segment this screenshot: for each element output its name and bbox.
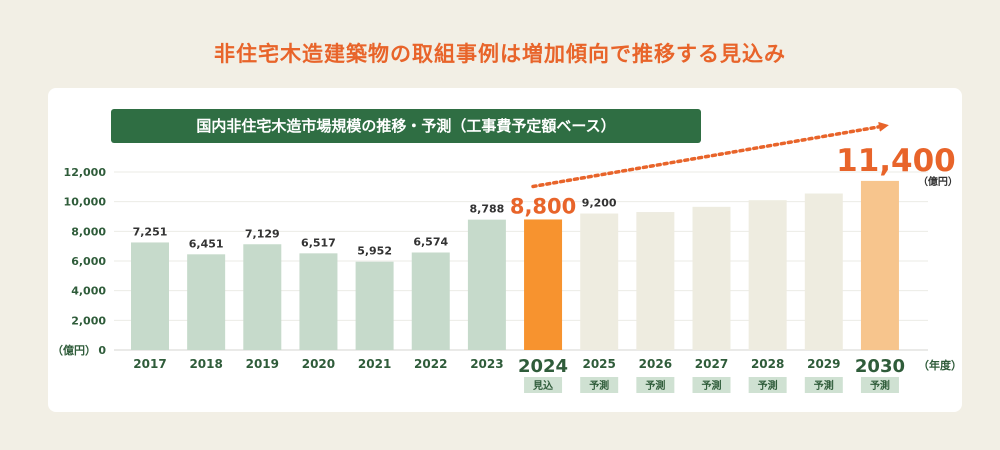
- page-headline: 非住宅木造建築物の取組事例は増加傾向で推移する見込み: [214, 42, 786, 66]
- highlight-unit: （億円）: [918, 175, 958, 188]
- value-label: 6,451: [189, 237, 224, 250]
- x-tick-label: 2026: [639, 357, 672, 371]
- sublabel-box: [524, 377, 563, 393]
- x-tick-label: 2028: [751, 357, 784, 371]
- value-label: 9,200: [582, 197, 617, 210]
- y-tick-label: 0: [98, 344, 106, 357]
- y-tick-label: 2,000: [71, 314, 106, 327]
- bar-2030: [860, 180, 899, 350]
- chart-title: 国内非住宅木造市場規模の推移・予測（工事費予定額ベース）: [111, 109, 701, 143]
- y-tick-label: 12,000: [64, 166, 107, 179]
- value-label: 8,788: [470, 203, 505, 216]
- x-tick-label: 2017: [133, 357, 166, 371]
- value-label: 6,517: [301, 236, 336, 249]
- value-label: 7,251: [133, 225, 168, 238]
- sublabel-box: [692, 377, 731, 393]
- bar-2019: [243, 244, 282, 350]
- sublabel-予測: 予測: [702, 379, 722, 392]
- sublabel-box: [580, 377, 619, 393]
- sublabel-box: [636, 377, 675, 393]
- x-tick-label: 2023: [470, 357, 503, 371]
- x-tick-label: 2027: [695, 357, 728, 371]
- sublabel-予測: 予測: [814, 379, 834, 392]
- x-tick-label: 2024: [518, 356, 568, 377]
- x-tick-label: 2018: [189, 357, 222, 371]
- sublabel-予測: 予測: [758, 379, 778, 392]
- y-axis-unit: （億円）: [52, 343, 96, 357]
- x-tick-label: 2019: [246, 357, 279, 371]
- value-label: 8,800: [510, 194, 576, 218]
- trend-arrow: [531, 121, 889, 189]
- x-tick-label: 2029: [807, 357, 840, 371]
- bar-2022: [411, 252, 450, 350]
- sublabel-box: [804, 377, 843, 393]
- sublabel-見込: 見込: [532, 379, 553, 392]
- value-label: 7,129: [245, 227, 280, 240]
- bar-2020: [299, 253, 338, 350]
- value-label: 6,574: [413, 235, 448, 248]
- y-tick-label: 6,000: [71, 255, 106, 268]
- x-axis-unit: （年度）: [918, 358, 962, 372]
- bar-2027: [692, 206, 731, 350]
- bar-2023: [467, 219, 506, 350]
- sublabel-box: [860, 377, 899, 393]
- bar-2017: [131, 242, 169, 350]
- x-tick-label: 2021: [358, 357, 391, 371]
- bar-2021: [355, 261, 394, 350]
- x-tick-label: 2030: [855, 356, 905, 377]
- y-tick-label: 10,000: [64, 196, 107, 209]
- bar-2029: [804, 193, 843, 350]
- bar-2026: [636, 212, 675, 350]
- bar-2028: [748, 200, 787, 350]
- bar-2025: [580, 213, 619, 350]
- x-tick-label: 2022: [414, 357, 447, 371]
- bar-2018: [187, 254, 226, 350]
- sublabel-予測: 予測: [870, 379, 890, 392]
- value-label: 5,952: [357, 245, 392, 258]
- x-tick-label: 2025: [582, 357, 615, 371]
- sublabel-box: [748, 377, 787, 393]
- sublabel-予測: 予測: [589, 379, 609, 392]
- x-tick-label: 2020: [302, 357, 335, 371]
- y-tick-label: 8,000: [71, 225, 106, 238]
- value-label: 11,400: [836, 143, 956, 179]
- y-tick-label: 4,000: [71, 285, 106, 298]
- sublabel-予測: 予測: [645, 379, 665, 392]
- bar-2024: [524, 219, 563, 350]
